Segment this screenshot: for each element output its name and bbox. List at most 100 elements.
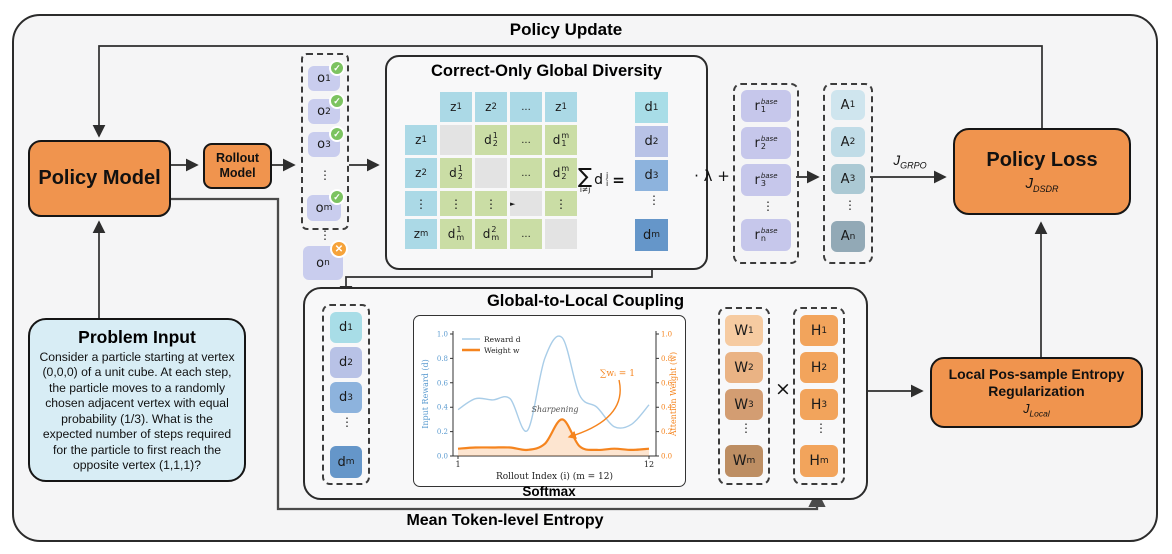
reward-r1: r base 1 — [741, 90, 791, 122]
softmax-label: Softmax — [522, 484, 576, 499]
svg-text:0.2: 0.2 — [661, 428, 672, 436]
weights-column — [718, 307, 770, 485]
jlocal-label: JLocal — [1023, 402, 1050, 419]
reward-r3: r base 3 — [741, 164, 791, 196]
svg-text:1.0: 1.0 — [661, 331, 672, 339]
problem-input-box: Problem Input Consider a particle starti… — [28, 318, 246, 482]
matrix-corner — [405, 92, 437, 122]
rollout-model-box: Rollout Model — [203, 143, 272, 189]
svg-text:1: 1 — [455, 460, 460, 469]
svg-text:0.8: 0.8 — [437, 355, 448, 363]
svg-text:0.6: 0.6 — [437, 379, 449, 387]
local-reg-line1: Local Pos-sample Entropy — [948, 366, 1125, 383]
times-operator: × — [775, 378, 791, 400]
policy-model-label: Policy Model — [38, 167, 161, 189]
local-regularization-box: Local Pos-sample Entropy Regularization … — [930, 357, 1143, 428]
check-icon: ✓ — [329, 60, 345, 76]
svg-text:Weight w: Weight w — [484, 346, 520, 355]
svg-text:Input Reward (d): Input Reward (d) — [421, 359, 430, 429]
svg-text:Sharpening: Sharpening — [531, 405, 578, 414]
plot-canvas: 0.0 0.0 0.2 0.2 0.4 0.4 0.6 0.6 0.8 0.8 1.0 1.0 1 12 R… — [421, 331, 678, 483]
rewards-dots: ⋮ — [762, 199, 774, 213]
svg-text:12: 12 — [644, 460, 654, 469]
policy-loss-box: Policy Loss JDSDR — [953, 128, 1131, 215]
reward-r2: r base 2 — [741, 127, 791, 159]
svg-text:0.4: 0.4 — [661, 404, 673, 412]
rollout-model-line2: Model — [219, 166, 256, 180]
rollout-outputs-column — [301, 53, 349, 230]
matrix-row-header: ⋮ — [405, 191, 437, 216]
matrix-cell: ⋮ — [440, 191, 472, 216]
svg-text:0.2: 0.2 — [437, 428, 448, 436]
reward-weight-plot: 0.0 0.0 0.2 0.2 0.4 0.4 0.6 0.6 0.8 0.8 1.0 1.0 1 12 R… — [413, 315, 686, 487]
advantages-column — [823, 83, 873, 264]
svg-text:0.8: 0.8 — [661, 355, 672, 363]
svg-text:0.4: 0.4 — [437, 404, 449, 412]
advantages-dots: ⋮ — [844, 198, 856, 212]
sum-weights-arrow — [567, 379, 621, 439]
svg-text:Rollout Index (i) (m = 12): Rollout Index (i) (m = 12) — [496, 471, 613, 482]
diag-marker-icon: ► — [510, 199, 516, 208]
rollout-model-line1: Rollout — [215, 151, 260, 165]
cross-icon: ✕ — [330, 240, 348, 258]
svg-text:1.0: 1.0 — [437, 331, 448, 339]
rollout-outer-dots: ⋮ — [319, 228, 331, 242]
weights-dots: ⋮ — [740, 421, 752, 435]
matrix-col-header: ... — [510, 92, 542, 122]
matrix-cell: ... — [510, 125, 542, 155]
check-icon: ✓ — [329, 189, 345, 205]
matrix-cell: ... — [510, 158, 542, 188]
sigma-symbol: ∑ — [578, 164, 593, 189]
matrix-diag-cell — [475, 158, 507, 188]
local-reg-line2: Regularization — [988, 383, 1085, 400]
policy-model-box: Policy Model — [28, 140, 171, 217]
policy-loss-title: Policy Loss — [986, 149, 1098, 171]
coupling-d-dots: ⋮ — [341, 415, 353, 429]
svg-text:0.0: 0.0 — [661, 453, 672, 461]
base-rewards-column — [733, 83, 799, 264]
mean-entropy-label: Mean Token-level Entropy — [406, 512, 604, 529]
problem-input-text: Consider a particle starting at vertex (… — [39, 350, 235, 473]
svg-text:0.0: 0.0 — [437, 453, 448, 461]
d-vector-dots: ⋮ — [648, 193, 660, 207]
sigma-condition: i≠j — [579, 185, 591, 195]
svg-text:0.6: 0.6 — [661, 379, 673, 387]
coupling-title: Global-to-Local Coupling — [486, 292, 685, 310]
svg-text:∑wᵢ = 1: ∑wᵢ = 1 — [600, 369, 635, 379]
matrix-cell: ⋮ — [545, 191, 577, 216]
svg-text:Attention Weight (w): Attention Weight (w) — [669, 352, 678, 437]
matrix-diag-cell: ► — [510, 191, 542, 216]
check-icon: ✓ — [329, 93, 345, 109]
coupling-d-column — [322, 304, 370, 485]
